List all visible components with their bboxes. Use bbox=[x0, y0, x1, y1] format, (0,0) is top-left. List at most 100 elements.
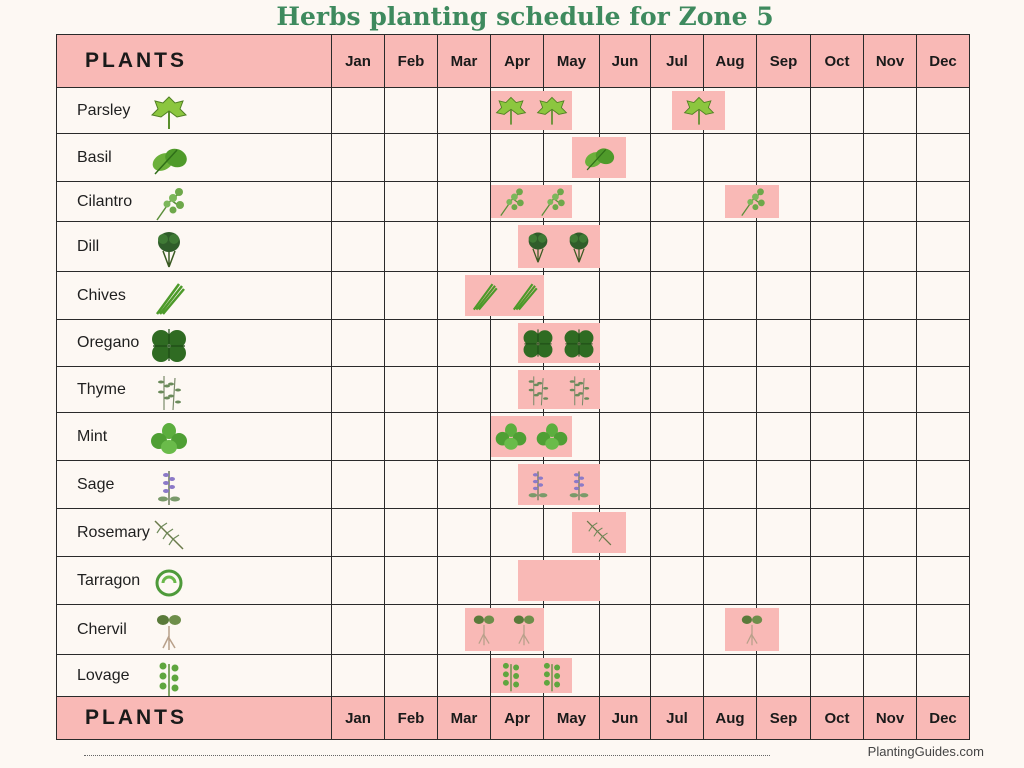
plant-icon-wrapper bbox=[149, 278, 189, 315]
month-cell bbox=[703, 556, 757, 605]
month-cell bbox=[543, 604, 600, 655]
plant-row-rosemary: Rosemary bbox=[56, 508, 970, 557]
month-cell bbox=[543, 460, 600, 509]
month-cell bbox=[543, 654, 600, 697]
month-cell bbox=[650, 508, 704, 557]
month-cell bbox=[703, 271, 757, 320]
month-cell bbox=[863, 654, 917, 697]
month-cell bbox=[863, 87, 917, 134]
month-cell bbox=[599, 412, 651, 461]
month-cell bbox=[599, 181, 651, 222]
month-cell bbox=[863, 271, 917, 320]
month-cell bbox=[810, 319, 864, 367]
plants-header: PLANTS bbox=[56, 34, 332, 88]
month-cell bbox=[756, 366, 811, 413]
rosemary-icon bbox=[154, 519, 184, 550]
tarragon-icon bbox=[155, 569, 183, 596]
month-cell bbox=[756, 271, 811, 320]
month-cell bbox=[916, 412, 970, 461]
month-cell bbox=[703, 508, 757, 557]
month-header-dec: Dec bbox=[916, 34, 970, 88]
month-cell bbox=[756, 412, 811, 461]
month-cell bbox=[490, 654, 544, 697]
month-cell bbox=[810, 271, 864, 320]
plant-cell-tarragon: Tarragon bbox=[56, 556, 332, 605]
month-cell bbox=[490, 556, 544, 605]
month-cell bbox=[384, 654, 438, 697]
month-cell bbox=[650, 271, 704, 320]
month-cell bbox=[916, 319, 970, 367]
month-cell bbox=[543, 221, 600, 272]
plant-cell-mint: Mint bbox=[56, 412, 332, 461]
month-cell bbox=[490, 87, 544, 134]
month-cell bbox=[384, 181, 438, 222]
month-cell bbox=[490, 271, 544, 320]
month-cell bbox=[384, 366, 438, 413]
plant-icon-wrapper bbox=[149, 184, 189, 220]
month-cell bbox=[437, 366, 491, 413]
month-cell bbox=[863, 412, 917, 461]
month-footer-jun: Jun bbox=[599, 696, 651, 740]
month-cell bbox=[437, 604, 491, 655]
chives-icon bbox=[155, 282, 185, 315]
month-cell bbox=[490, 460, 544, 509]
month-cell bbox=[490, 133, 544, 182]
month-cell bbox=[437, 412, 491, 461]
month-footer-mar: Mar bbox=[437, 696, 491, 740]
month-cell bbox=[756, 508, 811, 557]
month-cell bbox=[650, 604, 704, 655]
plants-footer: PLANTS bbox=[56, 696, 332, 740]
month-cell bbox=[916, 221, 970, 272]
month-cell bbox=[599, 271, 651, 320]
month-cell bbox=[331, 319, 600, 367]
month-cell bbox=[650, 319, 704, 367]
plant-icon-wrapper bbox=[149, 140, 189, 176]
plant-icon-wrapper bbox=[149, 372, 189, 410]
month-cell bbox=[863, 460, 917, 509]
month-cell bbox=[599, 556, 651, 605]
month-cell bbox=[543, 181, 600, 222]
month-cell bbox=[437, 508, 491, 557]
month-cell bbox=[543, 412, 600, 461]
month-header-feb: Feb bbox=[384, 34, 438, 88]
month-footer-feb: Feb bbox=[384, 696, 438, 740]
plant-icon-wrapper bbox=[149, 419, 189, 455]
month-cell bbox=[703, 221, 757, 272]
plant-row-oregano: Oregano bbox=[56, 319, 970, 367]
month-cell bbox=[437, 133, 491, 182]
plant-cell-dill: Dill bbox=[56, 221, 332, 272]
month-cell bbox=[810, 654, 864, 697]
month-cell bbox=[543, 556, 600, 605]
month-cell bbox=[543, 133, 600, 182]
plant-row-chives: Chives bbox=[56, 271, 970, 320]
month-footer-apr: Apr bbox=[490, 696, 544, 740]
month-cell bbox=[331, 87, 726, 134]
plant-cell-rosemary: Rosemary bbox=[56, 508, 332, 557]
month-cell bbox=[810, 133, 864, 182]
plant-cell-parsley: Parsley bbox=[56, 87, 332, 134]
planting-schedule-table: PLANTS Jan Feb Mar Apr May Jun Jul Aug S… bbox=[56, 34, 970, 740]
month-cell bbox=[863, 319, 917, 367]
month-footer-nov: Nov bbox=[863, 696, 917, 740]
month-cell bbox=[437, 87, 491, 134]
plant-row-thyme: Thyme bbox=[56, 366, 970, 413]
thyme-icon bbox=[158, 375, 181, 410]
plant-icon-wrapper bbox=[149, 515, 189, 551]
cilantro-icon bbox=[156, 187, 184, 220]
month-cell bbox=[650, 556, 704, 605]
sage-icon bbox=[158, 470, 180, 505]
month-cell bbox=[599, 654, 651, 697]
month-header-sep: Sep bbox=[756, 34, 811, 88]
month-header-jun: Jun bbox=[599, 34, 651, 88]
plant-row-mint: Mint bbox=[56, 412, 970, 461]
month-cell bbox=[810, 87, 864, 134]
plant-name: Lovage bbox=[77, 666, 130, 684]
plant-row-dill: Dill bbox=[56, 221, 970, 272]
month-header-nov: Nov bbox=[863, 34, 917, 88]
month-cell bbox=[599, 221, 651, 272]
month-cell bbox=[916, 133, 970, 182]
month-cell bbox=[384, 221, 438, 272]
month-footer-oct: Oct bbox=[810, 696, 864, 740]
month-cell bbox=[331, 221, 600, 272]
plant-icon-wrapper bbox=[149, 229, 189, 267]
